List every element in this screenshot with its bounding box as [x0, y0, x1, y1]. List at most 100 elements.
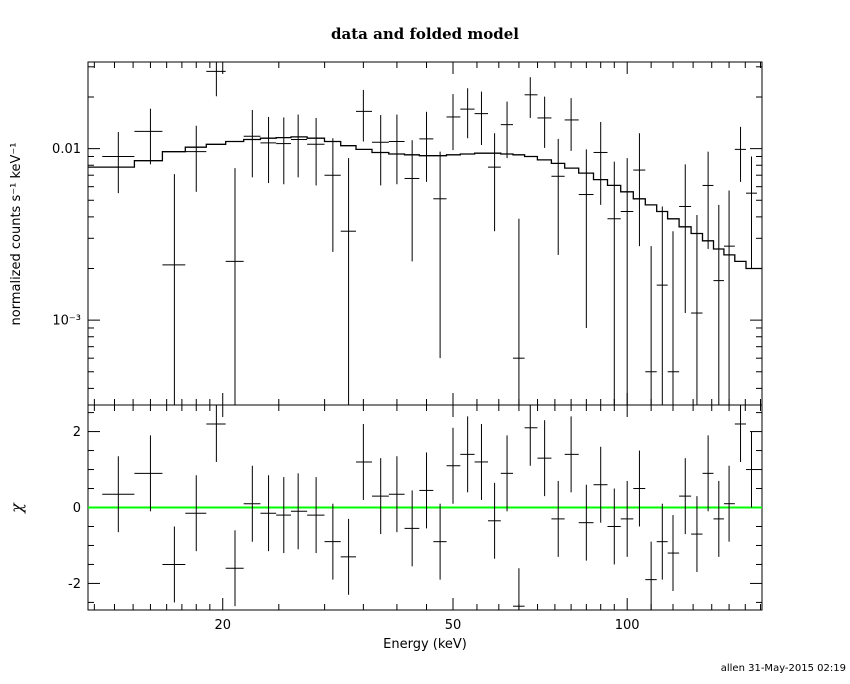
y-tick-label: -2: [68, 577, 81, 592]
residual-point: [593, 446, 608, 523]
residual-point: [185, 475, 207, 552]
axis-ticks: [88, 62, 762, 610]
data-point: [702, 151, 714, 249]
model-line: [88, 136, 762, 270]
residual-point: [446, 427, 461, 504]
residual-point: [702, 435, 714, 512]
data-point: [460, 88, 475, 139]
residual-point: [620, 480, 634, 557]
residual-point: [243, 465, 261, 542]
data-point: [324, 138, 341, 252]
data-point: [243, 109, 261, 178]
x-tick-label: 50: [445, 618, 462, 633]
residual-point: [372, 458, 389, 535]
x-tick-label: 20: [214, 618, 231, 633]
residual-point: [537, 420, 552, 497]
data-point: [512, 218, 525, 405]
data-point: [419, 111, 434, 182]
data-point: [185, 125, 207, 192]
data-point: [388, 114, 405, 185]
residual-point: [460, 416, 475, 493]
top-panel-frame: [87, 61, 763, 406]
data-point: [372, 115, 389, 186]
data-point: [102, 132, 135, 194]
y-axis-label-bottom: χ: [7, 502, 26, 514]
data-point: [564, 98, 579, 151]
data-point: [633, 133, 646, 247]
plot-title: data and folded model: [331, 25, 519, 43]
residual-point: [691, 496, 703, 573]
residual-point: [512, 568, 525, 610]
residual-point: [551, 480, 565, 557]
residual-point: [723, 465, 735, 542]
residual-point: [474, 423, 489, 500]
data-point: [446, 94, 461, 151]
plot-frame: [87, 61, 763, 611]
data-point: [260, 116, 277, 184]
data-point: [433, 151, 447, 359]
data-point: [713, 204, 724, 405]
data-point: [656, 206, 668, 405]
data-point: [404, 140, 420, 262]
residual-point: [307, 477, 325, 554]
data-point: [537, 96, 552, 148]
x-tick-label: 100: [615, 618, 640, 633]
residual-point: [340, 518, 356, 595]
residual-point: [500, 435, 513, 512]
residual-point: [607, 488, 621, 565]
residual-point: [578, 484, 594, 561]
data-point: [206, 62, 226, 97]
data-point: [607, 161, 621, 405]
data-point: [593, 121, 608, 205]
residual-point: [290, 473, 308, 550]
residual-point: [746, 431, 757, 508]
data-point: [524, 77, 538, 118]
data-point: [355, 89, 373, 142]
data-point: [734, 126, 747, 182]
data-point: [679, 164, 692, 314]
y-axis-label-top: normalized counts s⁻¹ keV⁻¹: [9, 143, 24, 326]
data-point: [645, 246, 657, 405]
x-axis-label: Energy (keV): [383, 637, 467, 652]
data-point: [134, 108, 163, 165]
y-tick-label: 0.01: [52, 142, 81, 157]
residual-point: [324, 503, 341, 580]
data-point: [578, 149, 594, 328]
residual-point: [162, 526, 186, 603]
residual-point: [667, 515, 680, 592]
y-tick-label: 0: [73, 501, 81, 516]
data-point: [290, 114, 308, 178]
residual-point: [388, 456, 405, 533]
y-tick-label: 2: [73, 425, 81, 440]
data-point: [340, 158, 356, 405]
data-point: [620, 158, 634, 405]
residual-point: [404, 490, 420, 567]
residual-point: [355, 423, 373, 500]
data-point: [276, 117, 291, 185]
residual-point: [276, 477, 291, 554]
data-point: [162, 174, 186, 405]
timestamp: allen 31-May-2015 02:19: [721, 663, 846, 674]
residual-point: [260, 475, 277, 552]
data-point: [474, 91, 489, 145]
residual-point: [713, 480, 724, 557]
residual-point: [679, 458, 692, 535]
residuals-series: [102, 405, 757, 610]
data-point: [667, 231, 680, 405]
data-point: [746, 156, 757, 269]
data-point: [488, 133, 501, 232]
residual-point: [645, 541, 657, 610]
residual-point: [419, 452, 434, 529]
model-histogram: [88, 136, 762, 270]
residual-point: [206, 405, 226, 462]
data-point: [723, 190, 735, 405]
data-point: [691, 215, 703, 405]
y-tick-label: 10⁻³: [52, 314, 81, 329]
residual-point: [656, 503, 668, 580]
residual-point: [564, 416, 579, 493]
residual-point: [488, 482, 501, 559]
residual-point: [134, 435, 163, 512]
data-point: [551, 138, 565, 255]
